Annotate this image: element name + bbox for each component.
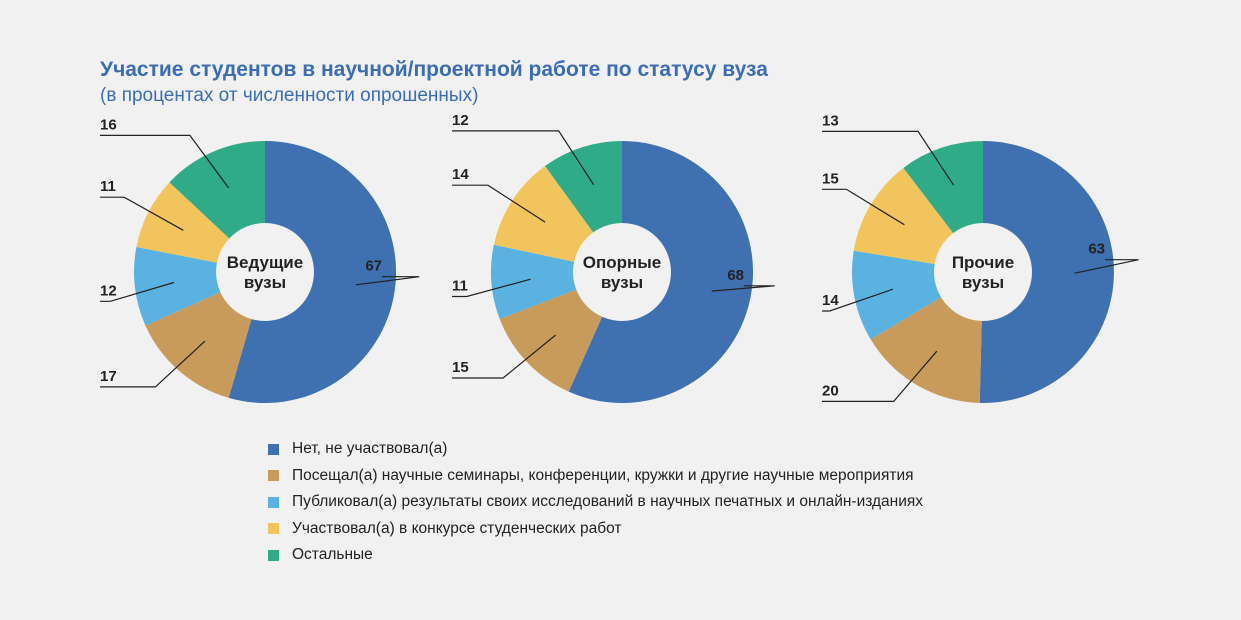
donut-hole <box>573 223 671 321</box>
donut-slice <box>490 244 622 319</box>
leader-line <box>452 278 531 298</box>
chart-center-label: вузы <box>962 273 1004 292</box>
leader-line <box>822 130 955 186</box>
leader-line <box>1074 259 1139 274</box>
data-label: 12 <box>100 282 117 299</box>
leader-line <box>100 340 206 388</box>
leader-line <box>452 130 595 186</box>
legend-label: Остальные <box>292 546 373 564</box>
leader-line <box>711 285 775 292</box>
leader-line <box>822 350 938 402</box>
leader-line <box>452 334 556 379</box>
legend-swatch <box>268 470 279 482</box>
leader-line <box>355 276 420 286</box>
leader-line <box>100 281 175 302</box>
data-label: 13 <box>822 112 839 129</box>
legend-item: Участвовал(а) в конкурсе студенческих ра… <box>268 516 923 543</box>
leader-line <box>100 134 230 189</box>
data-label: 68 <box>727 267 744 284</box>
data-label: 15 <box>452 359 469 376</box>
legend-swatch <box>268 443 279 455</box>
legend-item: Нет, не участвовал(а) <box>268 436 923 463</box>
data-label: 67 <box>365 258 382 275</box>
data-label: 63 <box>1088 241 1105 258</box>
legend-swatch <box>268 523 279 535</box>
legend-item: Посещал(а) научные семинары, конференции… <box>268 463 923 490</box>
chart-title: Участие студентов в научной/проектной ра… <box>100 58 768 81</box>
chart-center-label: Прочие <box>952 253 1014 272</box>
data-label: 16 <box>100 116 117 133</box>
legend-item: Остальные <box>268 542 923 569</box>
data-label: 17 <box>100 368 117 385</box>
legend-label: Посещал(а) научные семинары, конференции… <box>292 466 914 484</box>
chart-center-label: Опорные <box>583 253 662 272</box>
legend-label: Участвовал(а) в конкурсе студенческих ра… <box>292 519 622 537</box>
leader-line <box>100 196 184 231</box>
leader-line <box>822 288 894 312</box>
data-label: 12 <box>452 112 469 129</box>
data-label: 15 <box>822 170 839 187</box>
chart-center-label: вузы <box>244 273 286 292</box>
data-label: 11 <box>100 178 116 195</box>
legend-label: Публиковал(а) результаты своих исследова… <box>292 493 924 511</box>
legend: Нет, не участвовал(а) Посещал(а) научные… <box>268 436 923 569</box>
data-label: 14 <box>452 166 469 183</box>
chart-subtitle: (в процентах от численности опрошенных) <box>100 85 479 106</box>
chart-center-label: вузы <box>601 273 643 292</box>
leader-line <box>452 184 546 223</box>
legend-swatch <box>268 549 279 561</box>
legend-label: Нет, не участвовал(а) <box>292 440 448 458</box>
chart-center-label: Ведущие <box>227 253 303 272</box>
donut-slice <box>979 141 1114 403</box>
legend-item: Публиковал(а) результаты своих исследова… <box>268 489 923 516</box>
data-label: 20 <box>822 382 839 399</box>
leader-line <box>822 188 905 226</box>
donut-hole <box>934 223 1032 321</box>
data-label: 11 <box>452 278 468 295</box>
donut-hole <box>216 223 314 321</box>
legend-swatch <box>268 496 279 508</box>
data-label: 14 <box>822 292 839 309</box>
